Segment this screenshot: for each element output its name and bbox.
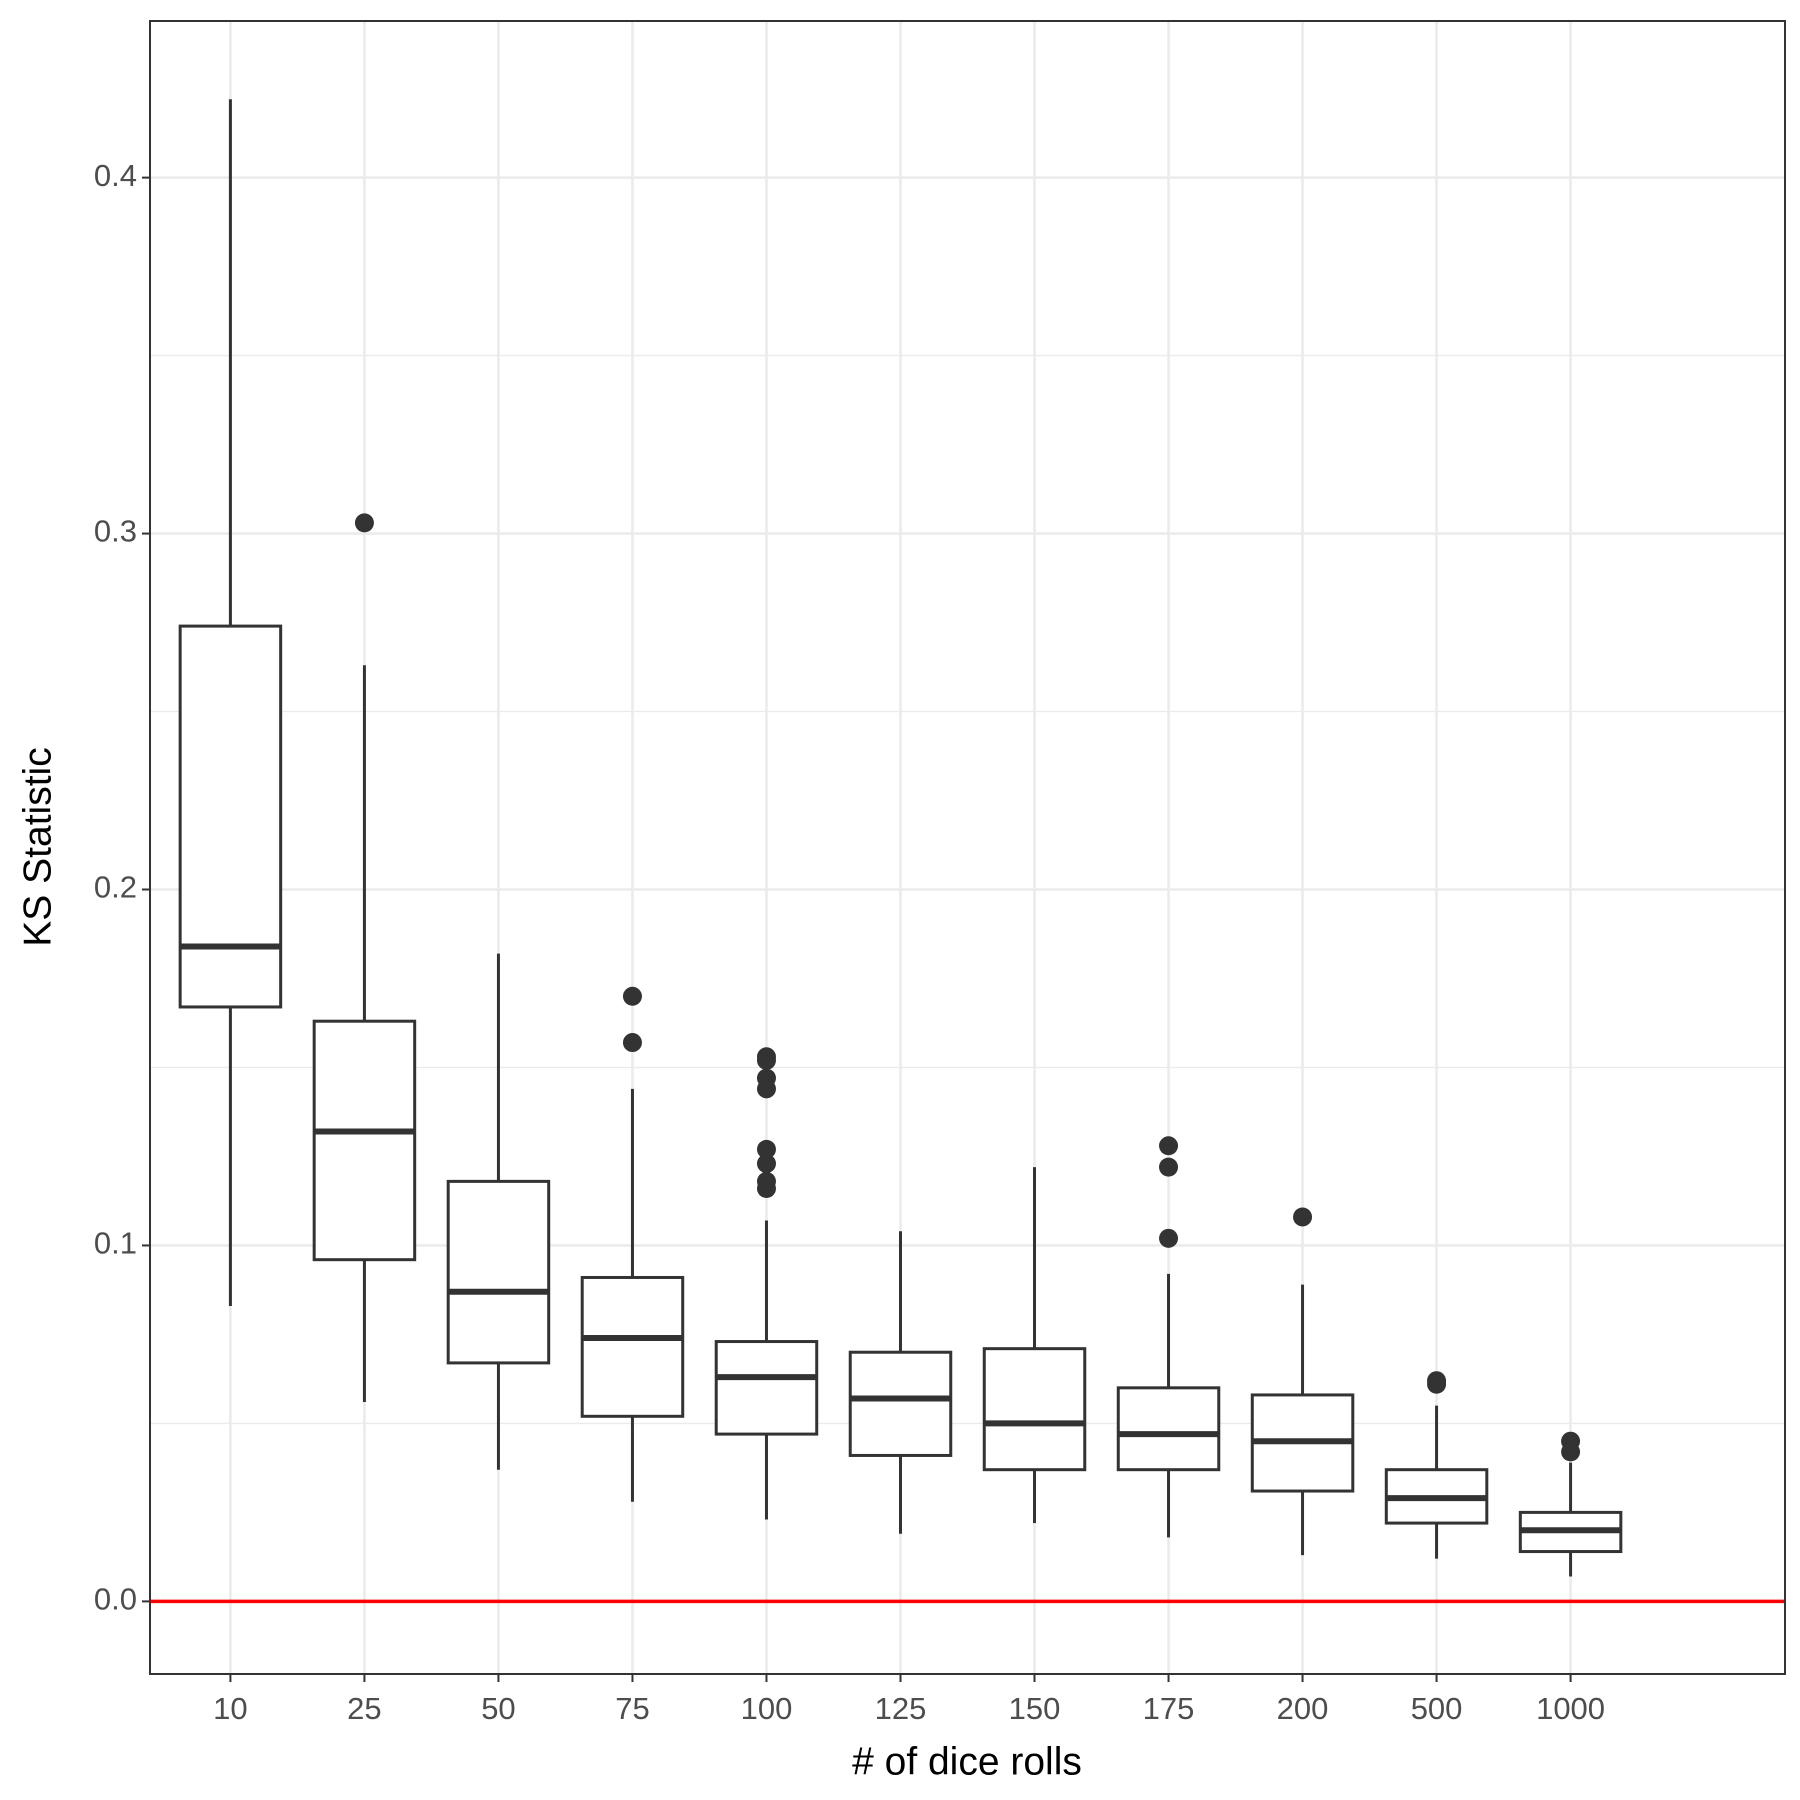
box [178, 624, 283, 1009]
box [982, 1347, 1087, 1472]
outlier [756, 1079, 776, 1099]
box [446, 1179, 551, 1365]
x-tick-label: 1000 [1536, 1691, 1605, 1726]
y-axis-title: KS Statistic [16, 747, 59, 946]
x-tick-label: 10 [213, 1691, 247, 1726]
outlier [1427, 1374, 1447, 1394]
box [312, 1019, 417, 1262]
outlier [756, 1139, 776, 1159]
outlier [622, 986, 642, 1006]
box [580, 1275, 685, 1418]
y-tick-label: 0.2 [94, 870, 137, 905]
x-tick-label: 100 [741, 1691, 793, 1726]
x-tick-label: 75 [615, 1691, 649, 1726]
outlier [756, 1178, 776, 1198]
outlier [1561, 1442, 1581, 1462]
y-tick-label: 0.4 [94, 158, 137, 193]
outlier [756, 1154, 776, 1174]
box [714, 1340, 819, 1436]
panel-background [150, 21, 1785, 1674]
outlier [1159, 1228, 1179, 1248]
x-tick-label: 125 [875, 1691, 927, 1726]
outlier [622, 1033, 642, 1053]
y-tick-label: 0.0 [94, 1582, 137, 1617]
y-tick-label: 0.3 [94, 514, 137, 549]
x-tick-label: 500 [1411, 1691, 1463, 1726]
outlier [756, 1050, 776, 1070]
x-tick-label: 175 [1143, 1691, 1195, 1726]
outlier [1159, 1136, 1179, 1156]
x-tick-label: 200 [1277, 1691, 1329, 1726]
x-tick-label: 50 [481, 1691, 515, 1726]
outlier [1293, 1207, 1313, 1227]
outlier [1159, 1157, 1179, 1177]
panel-border [149, 20, 1786, 1675]
x-tick-label: 25 [347, 1691, 381, 1726]
x-tick-label: 150 [1009, 1691, 1061, 1726]
x-axis-title: # of dice rolls [852, 1740, 1082, 1783]
y-tick-label: 0.1 [94, 1226, 137, 1261]
outlier [354, 513, 374, 533]
box [848, 1350, 953, 1457]
box [1116, 1386, 1221, 1472]
